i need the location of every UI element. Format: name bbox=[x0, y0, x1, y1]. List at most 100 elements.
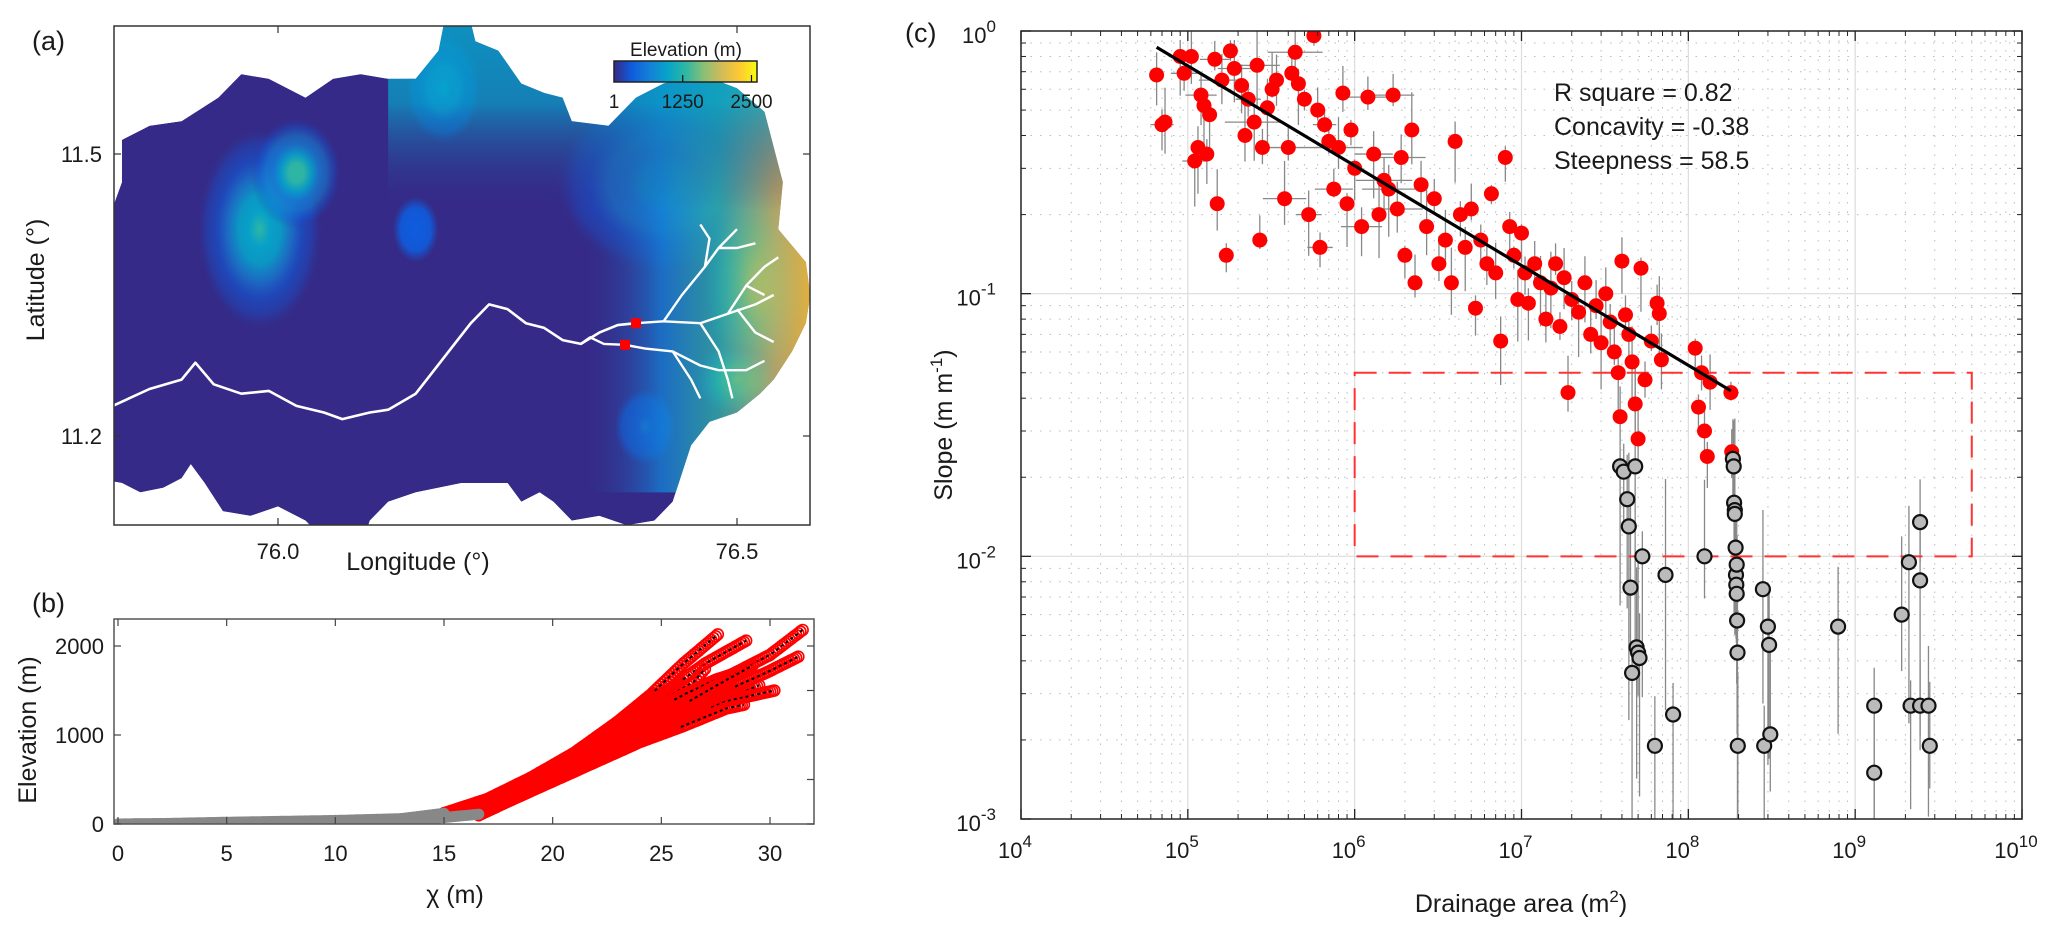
colorbar-title: Elevation (m) bbox=[630, 40, 742, 61]
panel-c-slope-area: (c) 104 105 106 107 108 109 101010-310-210-110… bbox=[905, 17, 2038, 918]
red-data-point bbox=[1520, 295, 1536, 311]
ylabel-base: Slope (m m bbox=[930, 373, 958, 501]
gray-data-point bbox=[1619, 491, 1636, 508]
red-data-point bbox=[1443, 275, 1459, 291]
chi-plot-ticks: 0 5 10 15 20 25 30 0 1000 2000 bbox=[55, 619, 814, 866]
map-xlabel: Longitude (°) bbox=[346, 548, 489, 576]
chi-ytick-label: 0 bbox=[92, 812, 104, 837]
red-data-point bbox=[1514, 225, 1529, 241]
x-tick-base: 10 bbox=[1994, 838, 2018, 863]
gray-data-point bbox=[1726, 505, 1743, 523]
red-data-point bbox=[1277, 191, 1293, 207]
red-data-point bbox=[1606, 344, 1622, 360]
map-ylabel: Latitude (°) bbox=[22, 219, 50, 342]
x-tick-label: 105 bbox=[1165, 832, 1199, 863]
red-data-point bbox=[1633, 260, 1649, 276]
tributary-river bbox=[736, 308, 775, 344]
red-data-point bbox=[1326, 181, 1342, 197]
red-data-point bbox=[1176, 65, 1192, 81]
red-data-point bbox=[1360, 89, 1376, 105]
xlabel-sup: 2 bbox=[1609, 887, 1618, 906]
x-tick-exponent: 7 bbox=[1523, 832, 1532, 851]
outlet-marker bbox=[631, 318, 642, 329]
red-data-point bbox=[1653, 352, 1669, 368]
outlet-marker bbox=[620, 339, 631, 350]
x-tick-base: 10 bbox=[1832, 838, 1856, 863]
map-ticks: 76.0 76.5 11.5 11.2 bbox=[61, 26, 810, 564]
y-tick-label: 10-2 bbox=[956, 542, 996, 573]
red-data-point bbox=[1310, 102, 1326, 118]
x-tick-exponent: 5 bbox=[1189, 832, 1198, 851]
red-data-point bbox=[1202, 107, 1218, 123]
panel-b-chi-plot: (b) 0 5 10 15 20 25 30 0 1000 2000 χ (m) Elevatio… bbox=[14, 588, 815, 909]
chi-xtick-label: 10 bbox=[323, 841, 347, 866]
red-data-point bbox=[1614, 253, 1630, 269]
main-river bbox=[114, 303, 637, 421]
colorbar-gradient bbox=[613, 60, 758, 83]
red-data-point bbox=[1157, 114, 1173, 130]
red-data-point bbox=[1702, 374, 1718, 390]
ylabel-end: ) bbox=[930, 349, 958, 357]
red-data-point bbox=[1385, 87, 1401, 103]
red-data-point bbox=[1280, 140, 1296, 155]
x-tick-base: 10 bbox=[1499, 838, 1523, 863]
red-data-point bbox=[1218, 247, 1234, 263]
red-data-point bbox=[1697, 423, 1712, 439]
chi-tributary-point bbox=[739, 634, 753, 648]
y-tick-base: 10 bbox=[956, 286, 980, 311]
red-data-point bbox=[1389, 201, 1405, 217]
ylabel-sup: -1 bbox=[927, 358, 946, 373]
red-data-point bbox=[1249, 57, 1265, 73]
y-tick-base: 10 bbox=[956, 811, 980, 836]
gray-data-point bbox=[1920, 697, 1937, 714]
x-tick-label: 108 bbox=[1665, 832, 1699, 863]
x-tick-base: 10 bbox=[1665, 838, 1689, 863]
chi-plot-area bbox=[114, 623, 809, 824]
y-tick-label: 10-1 bbox=[956, 280, 996, 311]
slope-area-grid bbox=[1021, 31, 2022, 819]
gray-data-point bbox=[1727, 539, 1744, 556]
map-xtick-label: 76.0 bbox=[257, 539, 300, 564]
chi-profile-line bbox=[654, 633, 719, 692]
x-tick-exponent: 6 bbox=[1356, 832, 1365, 851]
red-data-point bbox=[1502, 219, 1518, 235]
red-data-point bbox=[1637, 372, 1653, 388]
chi-tributary-point bbox=[696, 665, 709, 678]
red-data-point bbox=[1331, 140, 1346, 155]
gray-data-point bbox=[1729, 644, 1746, 661]
red-data-point bbox=[1287, 44, 1303, 60]
chi-profile-line bbox=[680, 703, 745, 728]
gray-data-point bbox=[1664, 706, 1682, 723]
y-tick-exponent: 0 bbox=[987, 17, 996, 36]
red-data-point bbox=[1437, 232, 1453, 248]
red-data-point bbox=[1548, 256, 1564, 272]
red-data-point bbox=[1538, 311, 1554, 327]
red-data-point bbox=[1577, 275, 1593, 291]
red-data-point bbox=[1426, 191, 1442, 207]
red-data-point bbox=[1199, 146, 1215, 162]
tributary-river bbox=[699, 223, 711, 267]
chi-tributary-point bbox=[698, 662, 712, 676]
red-data-point bbox=[1335, 85, 1351, 101]
panel-label-a: (a) bbox=[32, 26, 65, 56]
red-data-point bbox=[1222, 43, 1238, 59]
slope-area-xlabel: Drainage area (m2) bbox=[1415, 887, 1627, 918]
red-data-point bbox=[1612, 409, 1628, 425]
chi-tributary-point bbox=[767, 684, 781, 697]
x-tick-exponent: 9 bbox=[1857, 832, 1866, 851]
red-data-point bbox=[1691, 399, 1706, 415]
x-tick-label: 1010 bbox=[1994, 832, 2037, 863]
basin-fill bbox=[114, 26, 810, 525]
chi-tributary-point bbox=[711, 628, 725, 641]
xlabel-end: ) bbox=[1619, 890, 1627, 918]
y-tick-exponent: -1 bbox=[981, 280, 996, 299]
colorbar: Elevation (m) 1 1250 2500 bbox=[609, 40, 773, 113]
gray-data-point bbox=[1631, 649, 1648, 667]
gray-data-point bbox=[1893, 606, 1910, 623]
panel-a-elevation-map: (a) 76.0 76.5 11.5 11.2 Longitude (°) Latit… bbox=[22, 25, 811, 576]
colorbar-tick-label: 1250 bbox=[662, 92, 704, 113]
selection-box bbox=[1353, 371, 1973, 558]
x-tick-exponent: 10 bbox=[2019, 832, 2038, 851]
